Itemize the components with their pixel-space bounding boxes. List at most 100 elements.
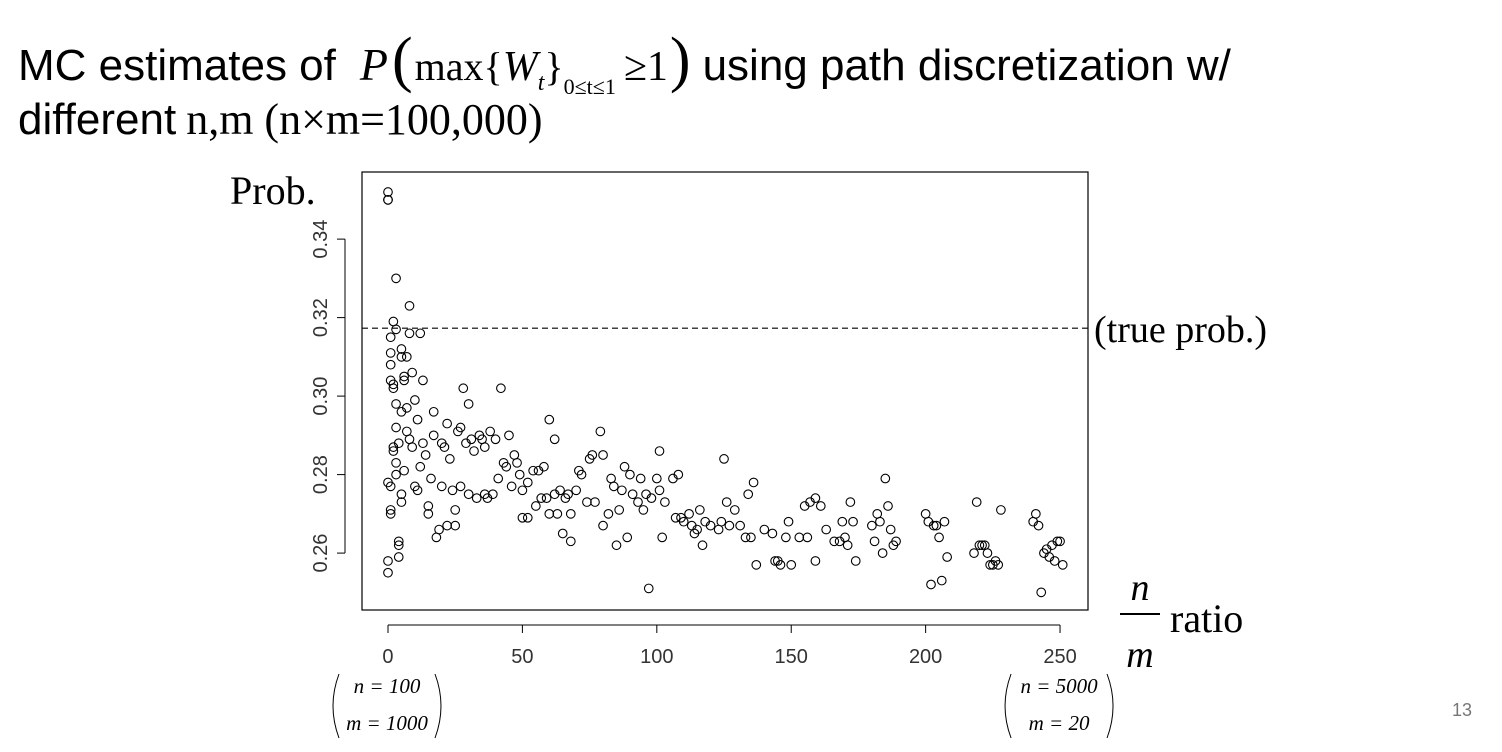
point [450,505,461,515]
point [493,473,504,484]
point [563,489,573,500]
note-m: m = 1000 [346,711,428,735]
page-number: 13 [1452,700,1472,720]
point [815,501,826,511]
formula: ( [392,26,413,94]
point [850,556,861,566]
point [694,505,705,515]
point [391,273,401,284]
point [393,540,404,551]
point [536,493,547,503]
point [506,481,517,492]
point [721,497,732,507]
point [633,497,643,507]
point [877,548,888,558]
point [391,399,401,409]
point [552,508,563,519]
point [942,552,952,562]
point [867,520,877,531]
point [848,516,858,527]
point [404,328,415,339]
point [418,375,428,386]
point [969,548,979,558]
title-text: using path discretization w/ [703,41,1232,90]
point [611,540,622,551]
bracket [332,673,340,739]
point [396,344,407,354]
point [407,367,418,378]
point [939,516,950,527]
plot-frame [361,171,1089,611]
point [678,516,689,527]
point [786,560,797,570]
point [385,348,396,358]
x-notes: n = 100 m = 1000 n = 5000 m = 20 [332,673,1114,739]
formula: ≥1 [624,44,668,90]
point [442,520,452,531]
point [780,532,791,543]
point [514,469,525,480]
point [783,516,794,527]
point [423,508,434,519]
point [875,516,885,527]
reference-label: (true prob.) [1094,309,1267,351]
point [590,497,600,507]
point [971,497,982,507]
point [415,461,426,472]
title-math: n,m (n×m=100,000) [186,95,542,144]
point [576,469,587,480]
formula: 0≤t≤1 [564,74,616,99]
point [646,493,657,503]
point [794,532,805,543]
point [1030,508,1041,519]
point [487,489,498,500]
point [974,540,985,551]
point [412,485,423,496]
y-tick-label: 0.26 [310,534,332,573]
point [444,454,455,464]
formula: t [538,70,546,96]
point [471,493,482,503]
point [1055,536,1065,547]
point [399,465,409,476]
point [1049,556,1060,566]
point [501,461,512,472]
point [606,473,616,484]
x-tick-label: 250 [1043,646,1076,668]
point [654,446,665,456]
point [455,481,466,492]
point [391,422,401,433]
point [587,450,598,460]
point [385,505,396,515]
point [383,187,393,197]
formula: P [359,39,388,90]
point [598,520,608,531]
point [431,532,442,543]
title-text: MC estimates of [18,41,337,90]
point [614,505,625,515]
point [479,442,490,452]
point [399,375,409,386]
point [391,469,401,480]
point [595,426,606,437]
point [996,505,1006,515]
point [541,493,552,503]
point [418,438,428,449]
point [544,508,555,519]
y-axis-label: Prob. [230,168,316,213]
point [428,406,439,417]
point [404,434,415,445]
point [436,481,447,492]
x-label: ratio [1170,596,1243,641]
y-tick-label: 0.28 [310,455,332,494]
point [399,371,409,382]
point [463,399,474,409]
x-tick-label: 100 [640,646,673,668]
title-line-2: different n,m (n×m=100,000) [18,95,543,144]
point [993,560,1004,570]
point [571,485,582,496]
point [420,450,431,460]
point [740,532,751,543]
point [442,418,452,429]
point [407,442,418,452]
